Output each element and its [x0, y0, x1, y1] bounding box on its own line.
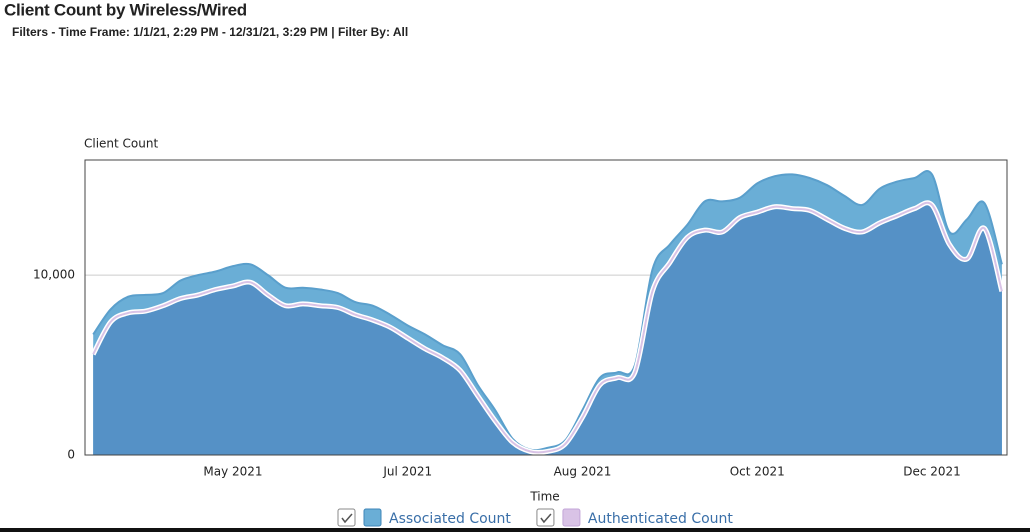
x-tick-label: Oct 2021	[730, 465, 785, 479]
x-tick-label: Jul 2021	[382, 465, 432, 479]
legend-label[interactable]: Authenticated Count	[588, 511, 733, 527]
area	[93, 202, 1002, 455]
legend-swatch	[363, 508, 382, 527]
x-tick-label: May 2021	[203, 465, 262, 479]
plot-frame	[84, 159, 1008, 456]
line	[92, 169, 1003, 452]
legend-swatch	[562, 508, 581, 527]
y-tick-label: 0	[67, 448, 75, 462]
window-edge	[0, 528, 1030, 532]
chart-title: Client Count by Wireless/Wired	[4, 0, 247, 19]
legend-check	[540, 513, 552, 524]
x-tick-label: Aug 2021	[554, 465, 612, 479]
line	[92, 201, 1003, 454]
y-axis-label: Client Count	[84, 137, 158, 151]
chart-subtitle: Filters - Time Frame: 1/1/21, 2:29 PM - …	[12, 25, 408, 39]
x-tick-label: Dec 2021	[903, 465, 961, 479]
legend-checkbox[interactable]	[337, 508, 356, 527]
x-axis-label: Time	[529, 490, 559, 504]
legend-label[interactable]: Associated Count	[389, 511, 511, 527]
y-tick-label: 10,000	[33, 268, 75, 282]
legend-check	[341, 513, 353, 524]
legend-checkbox[interactable]	[536, 508, 555, 527]
